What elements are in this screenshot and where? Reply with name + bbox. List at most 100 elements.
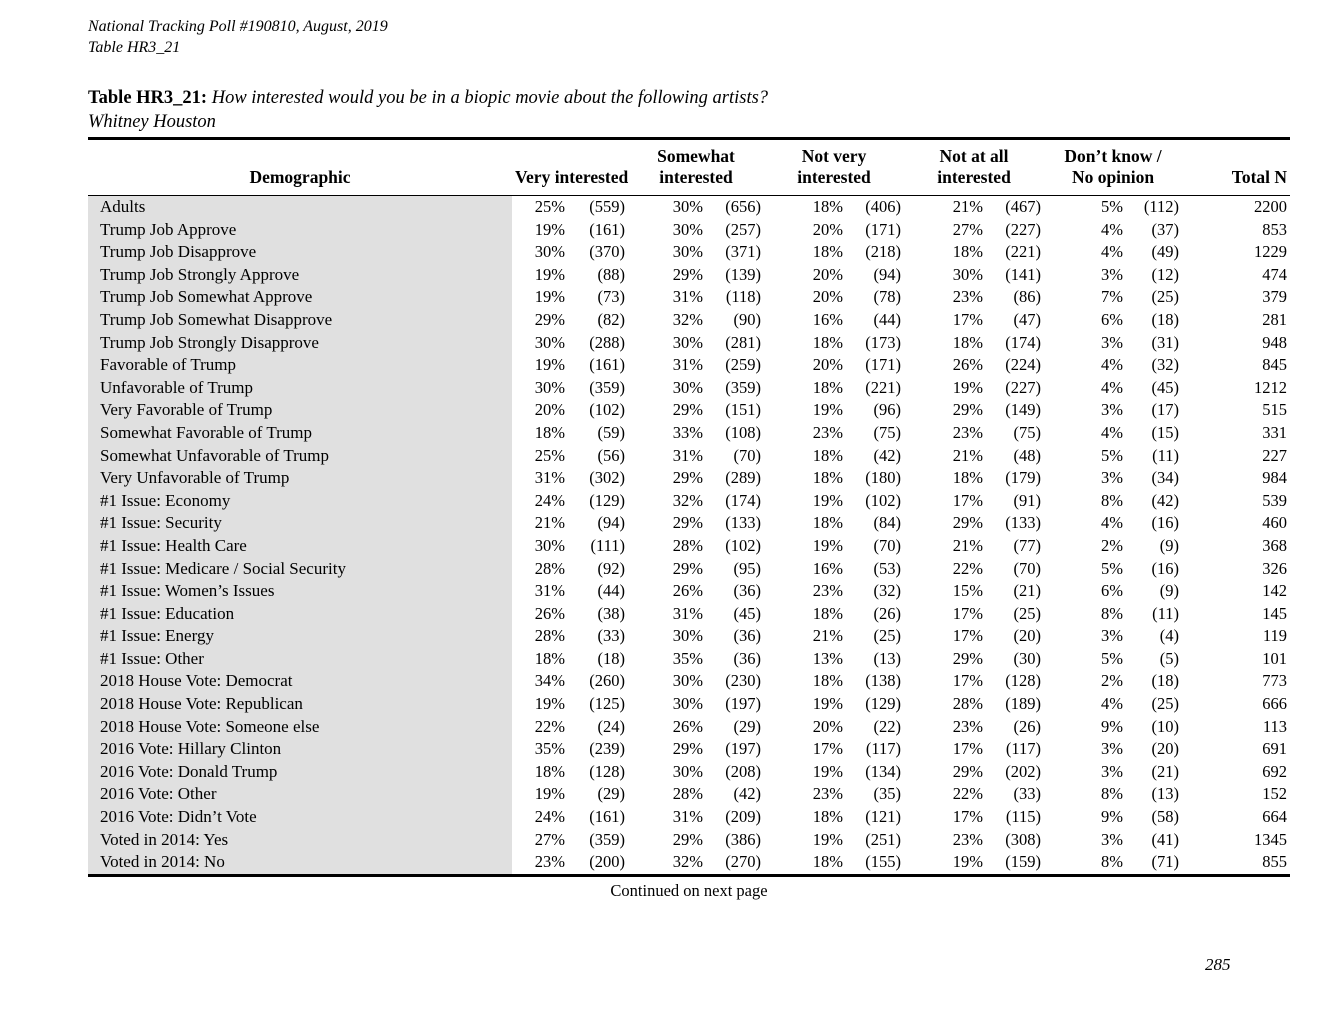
dont-know-n: (9) [1159, 535, 1180, 555]
not-at-all-interested-n: (48) [1013, 445, 1042, 465]
very-interested-n: (161) [589, 355, 625, 375]
not-at-all-interested-pct: 15% [952, 581, 984, 601]
not-at-all-interested-n: (20) [1013, 626, 1042, 646]
very-interested-pct: 30% [534, 332, 565, 352]
not-very-interested-n: (35) [873, 784, 902, 804]
not-at-all-interested-pct: 18% [952, 242, 984, 262]
table-title: Table HR3_21: How interested would you b… [88, 86, 1208, 134]
somewhat-interested-pct: 28% [672, 784, 703, 804]
not-very-interested-n: (171) [865, 355, 902, 375]
dont-know-n: (5) [1159, 648, 1180, 668]
demographic-cell: Trump Job Strongly Approve [88, 263, 512, 287]
column-header-somewhat-interested: Somewhat interested [628, 138, 764, 196]
not-very-interested-pct: 16% [812, 309, 843, 329]
table-row: 2016 Vote: Hillary Clinton 35% (239) 29% (19… [88, 738, 1290, 761]
somewhat-interested-n: (230) [725, 671, 761, 691]
dont-know-n: (34) [1151, 468, 1180, 488]
demographic-cell: Favorable of Trump [88, 354, 512, 377]
dont-know-n: (11) [1152, 445, 1180, 465]
not-at-all-interested-pct: 18% [952, 332, 984, 352]
not-at-all-interested-pct: 18% [952, 468, 984, 488]
dont-know-pct: 6% [1101, 309, 1124, 329]
very-interested-pct: 34% [534, 671, 565, 691]
demographic-cell: 2016 Vote: Didn’t Vote [88, 806, 512, 829]
somewhat-interested-n: (118) [725, 287, 761, 307]
table-row: 2016 Vote: Donald Trump 18% (128) 30% (208) 1… [88, 760, 1290, 784]
demographic-cell: 2018 House Vote: Democrat [88, 670, 512, 694]
dont-know-pct: 3% [1101, 468, 1124, 488]
table-row: 2018 House Vote: Democrat 34% (260) 30% (230… [88, 670, 1290, 694]
somewhat-interested-pct: 28% [672, 535, 703, 555]
very-interested-n: (129) [589, 490, 625, 510]
very-interested-pct: 21% [534, 513, 565, 533]
not-at-all-interested-pct: 22% [952, 784, 984, 804]
somewhat-interested-n: (208) [725, 761, 761, 781]
not-at-all-interested-pct: 29% [952, 761, 984, 781]
somewhat-interested-n: (656) [725, 197, 761, 216]
not-very-interested-n: (70) [873, 535, 902, 555]
not-very-interested-n: (84) [873, 513, 902, 533]
not-at-all-interested-pct: 27% [952, 219, 984, 239]
not-at-all-interested-pct: 29% [952, 648, 984, 668]
not-very-interested-n: (13) [873, 648, 902, 668]
not-very-interested-pct: 19% [812, 829, 843, 849]
dont-know-pct: 4% [1101, 422, 1124, 442]
somewhat-interested-n: (209) [725, 807, 761, 827]
not-at-all-interested-n: (133) [1005, 513, 1042, 533]
not-very-interested-pct: 18% [812, 332, 843, 352]
demographic-cell: #1 Issue: Women’s Issues [88, 580, 512, 603]
not-very-interested-n: (22) [873, 716, 902, 736]
somewhat-interested-pct: 30% [672, 626, 703, 646]
demographic-cell: #1 Issue: Other [88, 647, 512, 671]
total-n: 281 [1262, 309, 1288, 329]
dont-know-n: (16) [1151, 558, 1180, 578]
poll-id-line: National Tracking Poll #190810, August, … [88, 18, 388, 35]
very-interested-pct: 18% [534, 761, 565, 781]
not-at-all-interested-pct: 23% [952, 287, 984, 307]
not-very-interested-n: (32) [873, 581, 902, 601]
table-title-label: Table HR3_21: [88, 88, 208, 108]
not-very-interested-pct: 19% [812, 535, 843, 555]
table-title-question: How interested would you be in a biopic … [211, 88, 769, 108]
total-n: 142 [1262, 581, 1288, 601]
dont-know-pct: 4% [1101, 242, 1124, 262]
very-interested-pct: 31% [534, 468, 565, 488]
not-very-interested-pct: 20% [812, 219, 843, 239]
very-interested-n: (359) [589, 829, 625, 849]
document-header: National Tracking Poll #190810, August, … [88, 16, 388, 58]
very-interested-pct: 24% [534, 807, 565, 827]
very-interested-n: (44) [597, 581, 626, 601]
not-very-interested-n: (406) [865, 197, 902, 216]
very-interested-pct: 19% [534, 355, 565, 375]
not-very-interested-pct: 20% [812, 355, 843, 375]
not-at-all-interested-n: (467) [1005, 197, 1042, 216]
not-very-interested-n: (26) [873, 603, 902, 623]
very-interested-n: (102) [589, 400, 625, 420]
dont-know-pct: 5% [1101, 558, 1124, 578]
very-interested-n: (59) [597, 422, 626, 442]
dont-know-n: (37) [1151, 219, 1180, 239]
somewhat-interested-n: (90) [733, 309, 762, 329]
not-very-interested-pct: 20% [812, 264, 843, 284]
somewhat-interested-pct: 26% [672, 716, 703, 736]
dont-know-n: (9) [1159, 581, 1180, 601]
table-row: #1 Issue: Medicare / Social Security 28% (… [88, 557, 1290, 581]
table-row: Unfavorable of Trump 30% (359) 30% (359) 18% (… [88, 376, 1290, 400]
somewhat-interested-pct: 33% [672, 422, 703, 442]
somewhat-interested-pct: 30% [672, 671, 703, 691]
crosstab-table: Demographic Very interested Somewhat int… [88, 137, 1291, 877]
total-n: 664 [1262, 807, 1288, 827]
total-n: 119 [1262, 626, 1288, 646]
not-very-interested-pct: 18% [812, 468, 843, 488]
total-n: 853 [1262, 219, 1288, 239]
not-at-all-interested-n: (75) [1013, 422, 1042, 442]
table-row: 2018 House Vote: Republican 19% (125) 30% (1… [88, 693, 1290, 716]
not-at-all-interested-pct: 17% [952, 739, 984, 759]
not-at-all-interested-n: (30) [1013, 648, 1042, 668]
not-very-interested-n: (134) [865, 761, 902, 781]
very-interested-n: (88) [597, 264, 626, 284]
dont-know-n: (17) [1151, 400, 1180, 420]
demographic-cell: #1 Issue: Education [88, 602, 512, 626]
total-n: 773 [1262, 671, 1288, 691]
not-at-all-interested-n: (128) [1005, 671, 1042, 691]
